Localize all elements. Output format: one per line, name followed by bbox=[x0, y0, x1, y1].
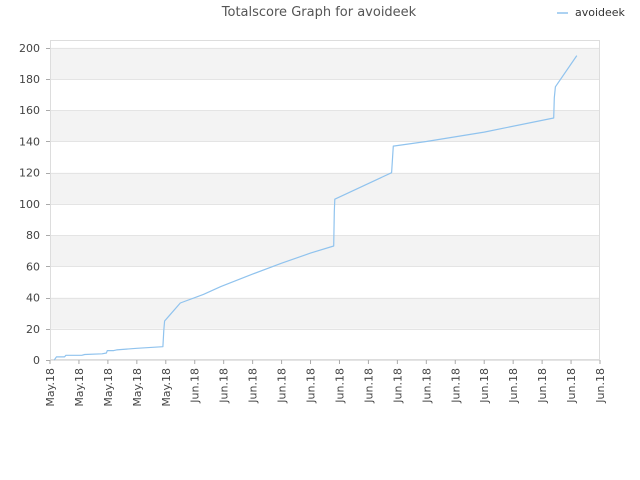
x-tick-label: Jun.18 bbox=[478, 368, 491, 404]
y-tick-label: 20 bbox=[26, 323, 40, 336]
series-layer bbox=[53, 55, 578, 361]
y-tick-label: 140 bbox=[19, 135, 40, 148]
x-tick-label: Jun.18 bbox=[276, 368, 289, 404]
grid-bands bbox=[50, 47, 600, 329]
x-tick-label: May.18 bbox=[73, 368, 86, 407]
grid-band bbox=[50, 172, 600, 204]
y-tick-label: 80 bbox=[26, 229, 40, 242]
x-axis: May.18 May.18 May.18 May.18 May.18 Jun.18 Jun.… bbox=[44, 360, 607, 407]
x-tick-label: Jun.18 bbox=[507, 368, 520, 404]
x-tick-label: May.18 bbox=[131, 368, 144, 407]
x-tick-label: Jun.18 bbox=[218, 368, 231, 404]
grid-band bbox=[50, 297, 600, 329]
y-tick-label: 180 bbox=[19, 73, 40, 86]
x-tick-label: Jun.18 bbox=[391, 368, 404, 404]
y-tick-label: 200 bbox=[19, 42, 40, 55]
x-tick-label: Jun.18 bbox=[420, 368, 433, 404]
grid-band bbox=[50, 47, 600, 80]
y-tick-label: 0 bbox=[33, 354, 40, 367]
y-tick-label: 120 bbox=[19, 167, 40, 180]
y-tick-label: 100 bbox=[19, 198, 40, 211]
x-tick-label: Jun.18 bbox=[594, 368, 607, 404]
y-tick-label: 60 bbox=[26, 260, 40, 273]
x-tick-label: Jun.18 bbox=[247, 368, 260, 404]
x-tick-label: Jun.18 bbox=[565, 368, 578, 404]
x-tick-label: Jun.18 bbox=[536, 368, 549, 404]
chart-title: Totalscore Graph for avoideek bbox=[221, 5, 417, 20]
x-tick-label: Jun.18 bbox=[189, 368, 202, 404]
x-tick-label: Jun.18 bbox=[333, 368, 346, 404]
x-tick-label: May.18 bbox=[44, 368, 57, 407]
y-tick-label: 160 bbox=[19, 104, 40, 117]
grid-band bbox=[50, 110, 600, 142]
x-tick-label: Jun.18 bbox=[362, 368, 375, 404]
y-axis: 0 20 40 60 80 100 120 140 160 180 200 bbox=[19, 42, 50, 367]
x-tick-label: Jun.18 bbox=[305, 368, 318, 404]
plot-area-border bbox=[50, 40, 600, 360]
series-line-avoideek bbox=[53, 55, 578, 361]
x-tick-label: Jun.18 bbox=[449, 368, 462, 404]
legend-label: avoideek bbox=[575, 6, 626, 19]
legend: avoideek bbox=[557, 6, 626, 19]
y-tick-label: 40 bbox=[26, 292, 40, 305]
x-tick-label: May.18 bbox=[102, 368, 115, 407]
grid-band bbox=[50, 235, 600, 267]
grid-lines bbox=[50, 48, 600, 361]
x-tick-label: May.18 bbox=[160, 368, 173, 407]
